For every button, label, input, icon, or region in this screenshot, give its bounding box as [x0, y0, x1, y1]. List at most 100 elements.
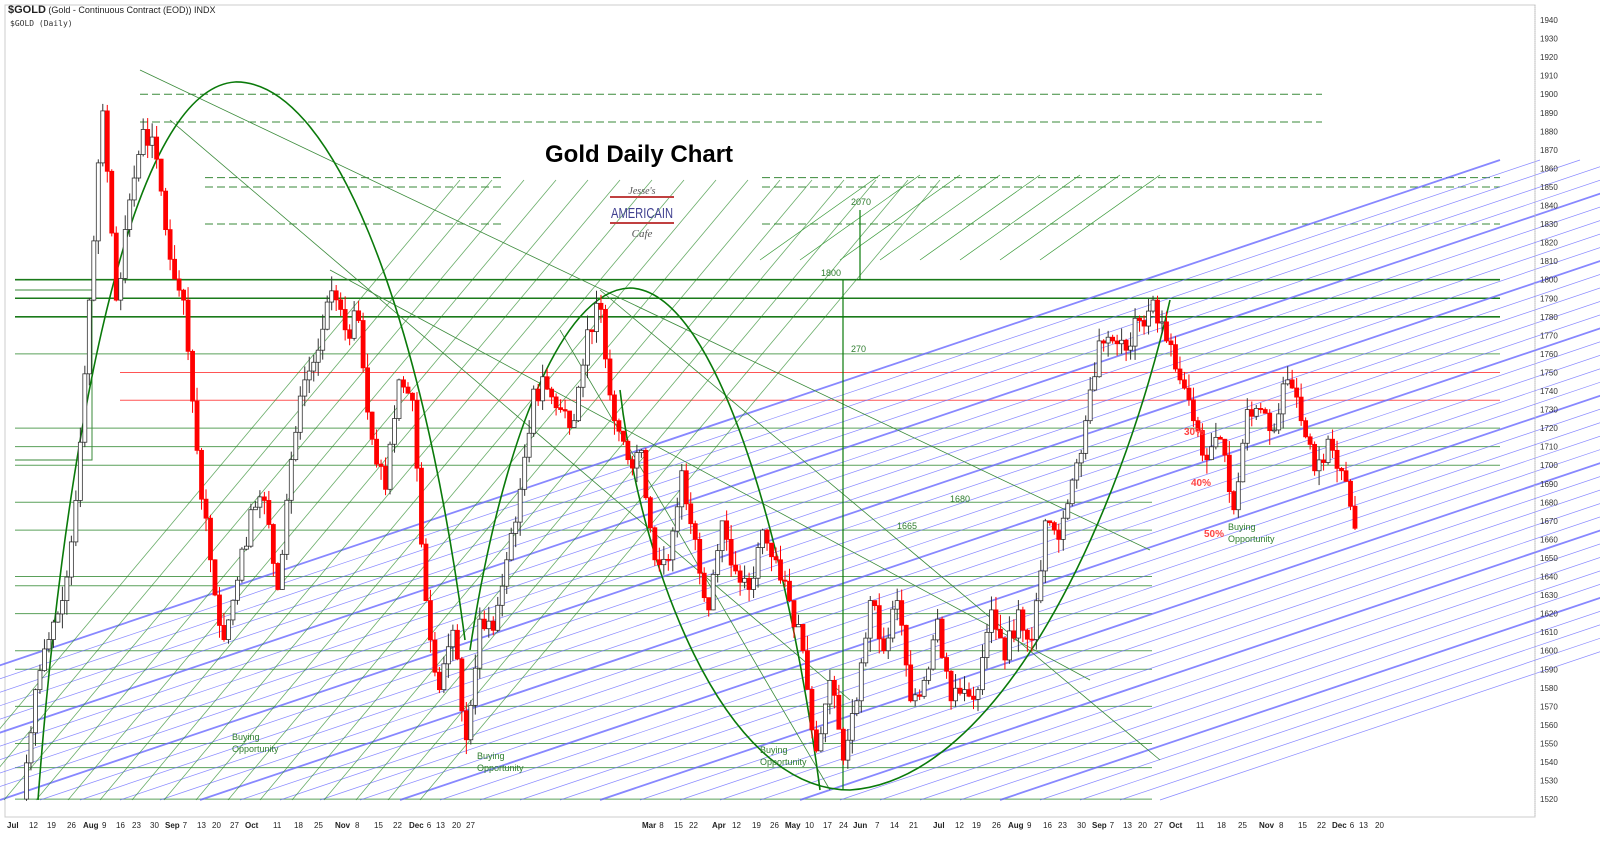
candle-down — [266, 500, 272, 525]
x-tick-label: Apr — [712, 821, 726, 830]
fan-line — [0, 159, 1501, 667]
symbol: $GOLD — [8, 4, 46, 16]
x-tick-label: 8 — [659, 821, 664, 830]
candle-up — [95, 162, 101, 242]
green-fan-line — [163, 179, 685, 801]
candle-up — [46, 639, 52, 650]
fan-line — [0, 192, 1600, 734]
chart-header: $GOLD (Gold - Continuous Contract (EOD))… — [8, 4, 215, 16]
candle-down — [1226, 454, 1232, 493]
candle-down — [1123, 339, 1129, 351]
candle-down — [1141, 320, 1147, 327]
candle-up — [82, 373, 88, 443]
candle-down — [1002, 637, 1008, 661]
fan-line — [79, 287, 1600, 801]
x-tick-label: 7 — [183, 821, 188, 830]
candle-up — [1159, 321, 1165, 324]
candle-up — [634, 452, 640, 469]
candle-down — [1307, 436, 1313, 445]
candle-down — [261, 496, 267, 501]
fan-line — [1079, 624, 1600, 801]
green-fan-line — [0, 179, 493, 768]
fan-line — [0, 159, 1541, 680]
logo: Jesse's AMERICAIN Cafe — [610, 186, 674, 240]
candle-up — [1096, 340, 1102, 378]
candle-down — [876, 605, 882, 640]
candle-up — [912, 694, 918, 702]
x-tick-label: 7 — [875, 821, 880, 830]
candle-up — [894, 600, 900, 610]
candle-down — [948, 670, 954, 702]
fan-line — [0, 260, 1600, 801]
candle-up — [248, 509, 254, 547]
candle-down — [535, 388, 541, 402]
x-tick-label: 15 — [374, 821, 383, 830]
candle-up — [751, 577, 756, 590]
candle-up — [975, 689, 981, 700]
x-tick-label: 13 — [1123, 821, 1132, 830]
logo-line2: AMERICAIN — [611, 205, 673, 222]
y-tick-label: 1730 — [1540, 406, 1558, 415]
x-tick-label: 6 — [1350, 821, 1355, 830]
y-tick-label: 1760 — [1540, 350, 1558, 359]
y-tick-label: 1540 — [1540, 758, 1558, 767]
candle-down — [342, 309, 348, 331]
x-tick-label: 6 — [427, 821, 432, 830]
candle-down — [831, 679, 837, 696]
candle-up — [477, 618, 483, 669]
candle-down — [1168, 340, 1174, 346]
candle-up — [77, 441, 83, 501]
down-fan-line — [139, 69, 1151, 551]
candle-down — [1191, 399, 1196, 422]
green-fan-line — [759, 174, 881, 261]
candle-up — [661, 558, 667, 566]
candle-down — [374, 438, 379, 465]
candle-down — [181, 289, 186, 301]
candle-up — [239, 548, 245, 581]
ellipse-arc-1 — [37, 81, 466, 801]
candle-down — [683, 470, 689, 505]
y-tick-label: 1930 — [1540, 35, 1558, 44]
candle-up — [1271, 429, 1277, 432]
green-fan-line — [131, 179, 653, 801]
candle-up — [1060, 517, 1066, 540]
candle-down — [113, 232, 119, 301]
candle-up — [1105, 336, 1111, 344]
candle-up — [149, 136, 155, 146]
x-tick-label: 9 — [102, 821, 107, 830]
candle-up — [984, 631, 990, 658]
candle-down — [558, 407, 563, 410]
x-tick-label: 26 — [67, 821, 76, 830]
candle-up — [576, 386, 581, 422]
x-tick-label: Sep — [1092, 821, 1107, 830]
x-tick-label: 24 — [839, 821, 848, 830]
candle-down — [724, 520, 730, 540]
candle-up — [1007, 630, 1012, 661]
x-tick-label: 13 — [1359, 821, 1368, 830]
x-tick-label: 11 — [1196, 821, 1205, 830]
green-fan-line — [839, 174, 961, 261]
fan-line — [959, 584, 1600, 801]
x-tick-label: 19 — [47, 821, 56, 830]
candle-down — [1321, 459, 1326, 463]
x-tick-label: 23 — [132, 821, 141, 830]
candle-up — [136, 154, 142, 179]
candle-up — [68, 541, 74, 578]
green-fan-line — [99, 179, 621, 801]
candle-down — [481, 618, 487, 630]
candle-down — [800, 624, 806, 652]
y-tick-label: 1610 — [1540, 628, 1558, 637]
x-tick-label: 20 — [452, 821, 461, 830]
candle-down — [419, 467, 424, 545]
candle-up — [486, 620, 492, 630]
candle-up — [244, 545, 249, 550]
candle-up — [1244, 409, 1250, 444]
candle-down — [1231, 491, 1237, 511]
green-fan-line — [1039, 174, 1161, 261]
green-fan-line — [355, 179, 877, 801]
y-tick-label: 1900 — [1540, 90, 1558, 99]
x-tick-label: 13 — [436, 821, 445, 830]
candle-up — [1042, 520, 1048, 572]
fan-line — [239, 341, 1600, 801]
